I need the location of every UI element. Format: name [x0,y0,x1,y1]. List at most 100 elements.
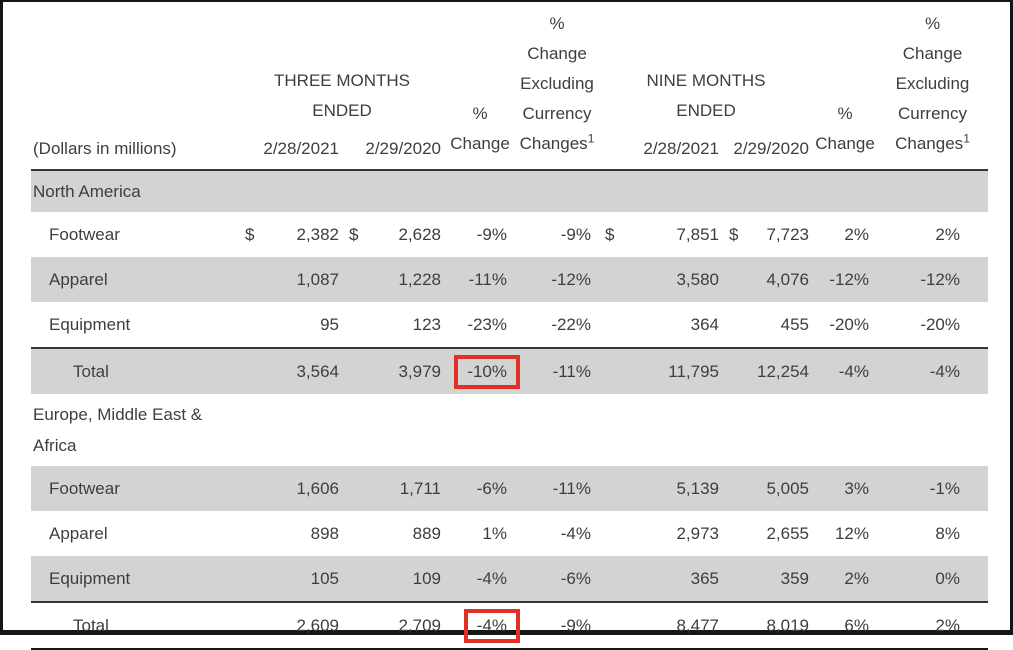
value-9m-2021: 3,580 [676,269,719,289]
table-row: Apparel 898 889 1% -4% 2,973 2,655 12% 8% [31,511,988,556]
value-9m-2021: 11,795 [627,347,723,394]
value-3m-2021: 1,606 [296,478,339,498]
dollar-sign [723,466,747,511]
dollar-sign [723,347,747,394]
pct-change-3m: 1% [482,523,507,543]
row-label: Apparel [49,523,108,543]
pct-change-3m: -4% [476,568,507,588]
pct-header-line: Changes1 [895,131,970,153]
value-9m-2020: 7,723 [766,224,809,244]
pct-change-excl-currency-3m-header: % Change Excluding Currency Changes1 [515,8,599,170]
pct-header-line: Change [815,134,875,153]
value-9m-2021: 364 [690,314,719,334]
value-3m-2021: 95 [320,314,339,334]
pct-change-excl-9m: 0% [935,568,960,588]
row-label: Total [31,347,239,394]
row-label: Apparel [49,269,108,289]
pct-change-9m: -20% [829,314,869,334]
dollar-sign [239,257,263,302]
dollar-sign [343,302,369,348]
dollar-sign [599,601,627,649]
dollar-sign: $ [729,224,739,244]
dollar-sign: $ [245,224,255,244]
table-body: North America Footwear $2,382 $2,628 -9% -9% $… [31,170,988,649]
pct-change-3m: -4% [445,601,520,649]
value-3m-2020: 2,709 [369,601,445,649]
pct-header-line: Changes1 [519,131,595,153]
highlight-box-3m-pct: -10% [454,354,520,389]
section-name: North America [31,170,988,212]
value-9m-2021: 2,973 [676,523,719,543]
pct-header-line: Excluding [895,74,970,93]
highlight-box-3m-pct: -4% [463,608,520,643]
dollar-sign [599,556,627,602]
table-row: Apparel 1,087 1,228 -11% -12% 3,580 4,076 -12% -… [31,257,988,302]
row-label: Footwear [49,224,120,244]
dollar-sign [599,511,627,556]
dollar-sign [343,601,369,649]
dollar-sign [343,511,369,556]
pct-header-line: % [549,14,565,33]
pct-header-line: Currency [898,104,967,123]
dollar-sign: $ [605,224,615,244]
pct-change-excl-currency-9m-header: % Change Excluding Currency Changes1 [877,8,988,170]
row-label: Equipment [49,568,131,588]
value-3m-2020: 123 [412,314,441,334]
pct-change-9m: 3% [844,478,869,498]
value-9m-2020: 359 [780,568,809,588]
pct-change-3m: -9% [476,224,507,244]
pct-change-9m: 2% [844,224,869,244]
dollar-sign [239,466,263,511]
date-9m-2020: 2/29/2020 [733,139,809,158]
revenue-by-segment-table: (Dollars in millions) THREE MONTHS ENDED… [31,8,988,650]
pct-header-line: Excluding [520,74,594,93]
total-row: Total 3,564 3,979 -10% -11% 11,795 12,254 -4% -4… [31,347,988,394]
pct-change-3m: -10% [445,347,520,394]
value-3m-2021: 898 [310,523,339,543]
section-header-row: North America [31,170,988,212]
pct-header-line: Change [902,44,963,63]
pct-change-excl-9m: -20% [920,314,960,334]
table-row: Equipment 105 109 -4% -6% 365 359 2% 0% [31,556,988,602]
pct-change-excl-9m: 8% [935,523,960,543]
value-9m-2021: 5,139 [676,478,719,498]
section-header-row: Europe, Middle East & Africa [31,394,988,466]
pct-change-excl-9m: -4% [877,347,988,394]
dollar-sign [599,257,627,302]
dollar-sign [723,257,747,302]
value-9m-2021: 7,851 [676,224,719,244]
pct-header-line: % [837,104,853,123]
dollar-sign [343,347,369,394]
dollar-sign [723,511,747,556]
pct-header-line: Currency [522,104,592,123]
value-3m-2020: 2,628 [398,224,441,244]
value-3m-2020: 109 [412,568,441,588]
table-row: Equipment 95 123 -23% -22% 364 455 -20% -20% [31,302,988,348]
row-label: Footwear [49,478,120,498]
pct-change-9m: 12% [834,523,869,543]
pct-header-line: % [472,104,488,123]
pct-change-9m: 6% [813,601,877,649]
row-label: Total [31,601,239,649]
date-3m-2021: 2/28/2021 [263,139,339,158]
dollar-sign [239,302,263,348]
dollar-sign [599,302,627,348]
value-3m-2021: 2,382 [296,224,339,244]
value-9m-2020: 455 [780,314,809,334]
pct-change-9m: -12% [829,269,869,289]
pct-change-excl-3m: -22% [551,314,591,334]
dollar-sign [343,556,369,602]
pct-header-line: Change [527,44,587,63]
value-9m-2020: 5,005 [766,478,809,498]
three-months-ended-header: THREE MONTHS ENDED [239,8,445,127]
pct-change-excl-3m: -11% [515,347,599,394]
value-3m-2020: 889 [412,523,441,543]
value-3m-2021: 1,087 [296,269,339,289]
dollar-sign [239,556,263,602]
value-3m-2020: 1,228 [398,269,441,289]
dollar-sign [239,511,263,556]
value-9m-2020: 8,019 [747,601,813,649]
value-9m-2020: 2,655 [766,523,809,543]
footnote-marker: 1 [963,131,970,146]
dollar-sign: $ [349,224,359,244]
